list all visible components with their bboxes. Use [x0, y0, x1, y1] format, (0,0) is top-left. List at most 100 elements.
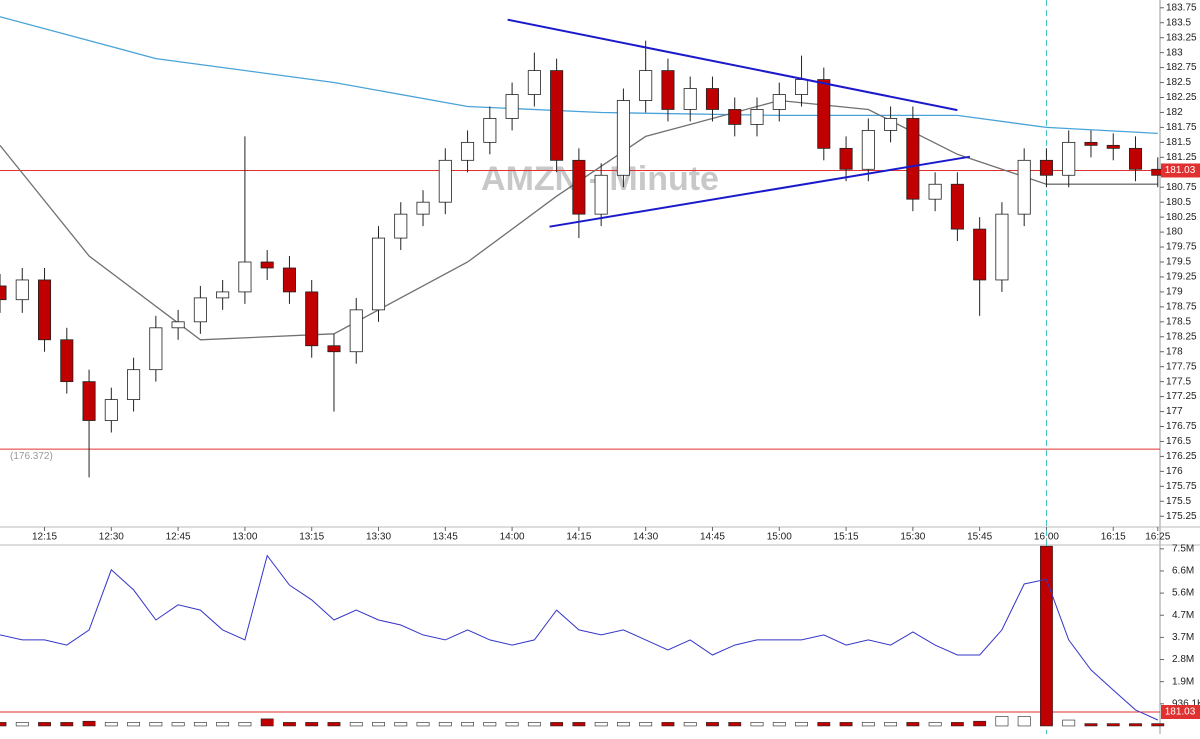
volume-bar [127, 722, 141, 727]
y-tick-label: 179.25 [1166, 272, 1197, 283]
y-tick-label: 178.25 [1166, 331, 1197, 342]
volume-bar [394, 722, 408, 727]
candle-body [60, 339, 74, 383]
y-tick-label: 182.25 [1166, 92, 1197, 103]
volume-bar [839, 722, 853, 727]
y2-tick-label: 2.8M [1172, 654, 1194, 665]
volume-bar [817, 722, 831, 727]
volume-bar [973, 720, 987, 727]
volume-bar [884, 722, 898, 727]
y-tick-label: 176 [1166, 466, 1183, 477]
volume-bar [772, 722, 786, 727]
candle-body [505, 94, 519, 119]
x-tick-label: 13:00 [232, 532, 257, 543]
candle-body [750, 109, 764, 125]
y-tick-label: 177 [1166, 406, 1183, 417]
price-label-box [1161, 163, 1200, 178]
candle-body [906, 118, 920, 200]
y2-tick-label: 5.6M [1172, 588, 1194, 599]
candle-body [282, 267, 296, 293]
y-tick-label: 175.25 [1166, 511, 1197, 522]
candle-body [0, 285, 7, 301]
y2-tick-label: 3.7M [1172, 632, 1194, 643]
volume-bar [594, 722, 608, 727]
candle-body [550, 70, 564, 161]
volume-bar [461, 722, 474, 727]
candle-body [349, 309, 363, 353]
candle-body [817, 79, 831, 149]
candle-body [394, 213, 408, 239]
x-tick-label: 16:25 [1145, 532, 1170, 543]
candle-body [527, 70, 541, 95]
volume-bar [349, 722, 363, 727]
y-tick-label: 180.25 [1166, 212, 1197, 223]
candle-body [683, 88, 697, 110]
volume-bar [283, 722, 296, 727]
candle-body [705, 88, 719, 110]
candle-body [305, 291, 319, 347]
y-tick-label: 175.75 [1166, 481, 1197, 492]
y-tick-label: 183.75 [1166, 2, 1197, 13]
candle-body [149, 327, 163, 371]
volume-bar [683, 722, 697, 727]
x-tick-label: 12:15 [32, 532, 57, 543]
y-tick-label: 183.25 [1166, 32, 1197, 43]
y2-tick-label: 1.9M [1172, 676, 1194, 687]
candle-body [839, 147, 853, 170]
candle-body [260, 261, 274, 269]
y-tick-label: 176.5 [1166, 436, 1191, 447]
y-tick-label: 179.5 [1166, 257, 1191, 268]
volume-bar [1084, 723, 1098, 727]
volume-bar [15, 722, 29, 727]
y-tick-label: 177.5 [1166, 376, 1191, 387]
candle-body [1128, 147, 1143, 170]
volume-bar [1040, 545, 1053, 727]
x-tick-label: 12:30 [99, 532, 124, 543]
volume-bar [950, 722, 964, 727]
candle-body [594, 174, 608, 215]
candle-body [38, 279, 52, 341]
volume-bar [1017, 716, 1031, 727]
y-tick-label: 179.75 [1166, 242, 1197, 253]
volume-average [0, 554, 1159, 721]
candle-body [884, 118, 898, 131]
candle-body [928, 183, 942, 200]
candle-body [461, 141, 475, 161]
y-tick-label: 182 [1166, 107, 1183, 118]
volume-bar [104, 722, 118, 727]
candle-body [639, 70, 653, 101]
candle-body [327, 345, 341, 353]
y-tick-label: 181.75 [1166, 122, 1197, 133]
volume-bar [728, 722, 742, 727]
candle-body [171, 321, 185, 329]
trendline [549, 155, 971, 228]
x-tick-label: 12:45 [166, 532, 191, 543]
y2-tick-label: 4.7M [1172, 610, 1194, 621]
volume-bar [483, 722, 497, 727]
x-tick-label: 13:15 [299, 532, 324, 543]
price-label: 181.03 [1165, 165, 1196, 176]
volume-bar [928, 722, 942, 727]
volume-bar [1151, 723, 1165, 727]
x-tick-label: 14:30 [633, 532, 658, 543]
candle-body [973, 228, 987, 281]
y-tick-label: 180.5 [1166, 197, 1191, 208]
candle-body [616, 100, 630, 176]
volume-bar [995, 716, 1009, 727]
y-tick-label: 182.75 [1166, 62, 1197, 73]
volume-bar [260, 718, 274, 727]
y-tick-label: 176.25 [1166, 451, 1197, 462]
x-tick-label: 16:00 [1034, 532, 1059, 543]
volume-bar [505, 722, 519, 727]
x-tick-label: 15:30 [900, 532, 925, 543]
y-tick-label: 183.5 [1166, 17, 1191, 28]
volume-bar [327, 722, 341, 727]
candle-body [127, 369, 141, 400]
y-tick-label: 177.25 [1166, 391, 1197, 402]
candle-body [1062, 141, 1076, 176]
y-tick-label: 181.5 [1166, 137, 1191, 148]
volume-bar [372, 722, 385, 727]
candle-body [216, 291, 230, 299]
